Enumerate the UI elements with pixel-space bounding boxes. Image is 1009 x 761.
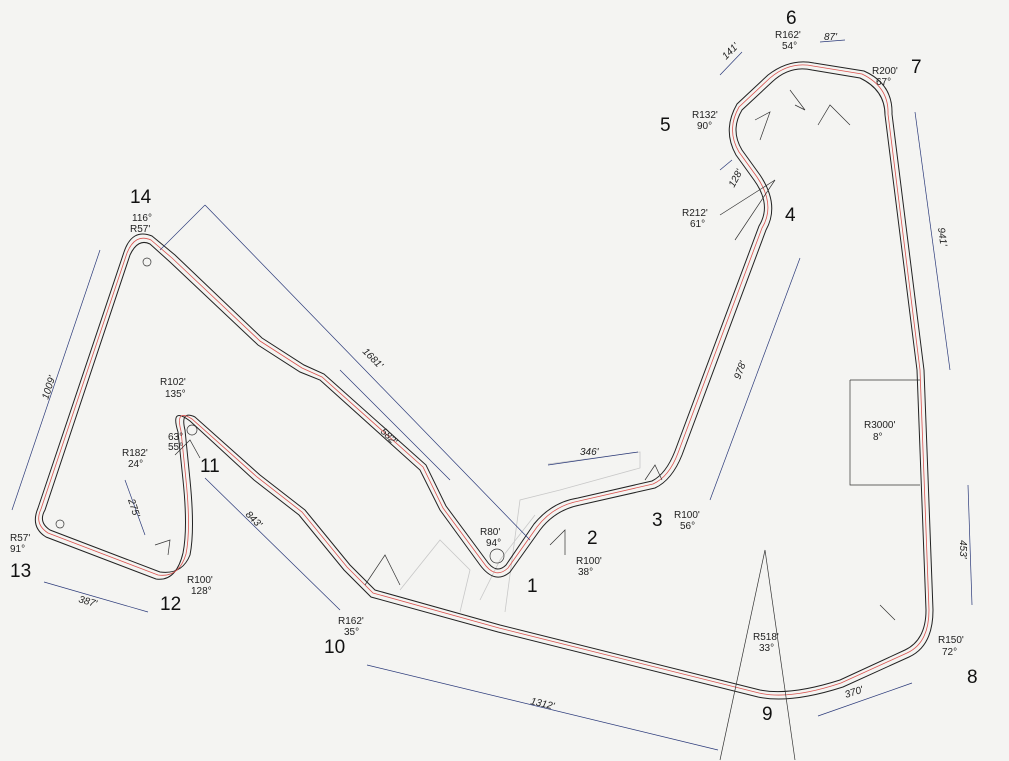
small-angle-2: 55° <box>168 442 183 453</box>
turn-13-radius: R57' <box>10 533 30 544</box>
turn-2-number: 2 <box>587 528 598 549</box>
turn-7-number: 7 <box>911 57 922 78</box>
turn-11b-angle: 135° <box>165 389 186 400</box>
turn-8-number: 8 <box>967 667 978 688</box>
dimension-lines <box>11 39 973 751</box>
turn-8-radius: R150' <box>938 635 964 646</box>
turn-12-angle: 128° <box>191 586 212 597</box>
dim-453: 453' <box>957 540 968 560</box>
turn-8-angle: 72° <box>942 647 957 658</box>
turn-4-number: 4 <box>785 205 796 226</box>
turn-2-angle: 38° <box>578 567 593 578</box>
dim-582: 582' <box>378 426 400 448</box>
turn-9-number: 9 <box>762 704 773 725</box>
turn-14-radius: R57' <box>130 224 150 235</box>
turn-4-angle: 61° <box>690 219 705 230</box>
turn-9-angle: 33° <box>759 643 774 654</box>
turn-5-number: 5 <box>660 115 671 136</box>
dim-1009: 1009' <box>40 374 58 401</box>
turn-6-radius: R162' <box>775 30 801 41</box>
track-outline <box>34 61 934 700</box>
turn-4-radius: R212' <box>682 208 708 219</box>
turn-14-angle: 116° <box>132 213 152 224</box>
turn-7-angle: 67° <box>876 77 891 88</box>
turn-10-angle: 35° <box>344 627 359 638</box>
dim-1312: 1312' <box>529 696 556 712</box>
turn-6-angle: 54° <box>782 41 797 52</box>
pit-lane-lines <box>399 451 641 613</box>
turn-14-number: 14 <box>130 187 152 208</box>
turn-11-angle: 24° <box>128 459 143 470</box>
dim-370: 370' <box>844 684 866 701</box>
turn-9-radius: R518' <box>753 632 779 643</box>
turn-13-number: 13 <box>10 561 31 582</box>
turn-6-number: 6 <box>786 8 797 29</box>
dim-141: 141' <box>720 40 742 62</box>
turn-1-radius: R80' <box>480 527 500 538</box>
turn-2-radius: R100' <box>576 556 602 567</box>
turn-13-angle: 91° <box>10 544 25 555</box>
dim-275: 275' <box>125 497 142 520</box>
small-angle-1: 63° <box>168 432 183 443</box>
turn-7-radius: R200' <box>872 66 898 77</box>
turn-12-radius: R100' <box>187 575 213 586</box>
apex-marks <box>55 89 920 761</box>
turn-11-radius: R182' <box>122 448 148 459</box>
turn-10-number: 10 <box>324 637 345 658</box>
dim-87: 87' <box>824 32 838 43</box>
dim-941: 941' <box>935 227 949 248</box>
turn-5-radius: R132' <box>692 110 718 121</box>
turn-1-number: 1 <box>527 576 538 597</box>
straight-angle: 8° <box>873 432 883 443</box>
dim-843: 843' <box>243 509 265 531</box>
turn-11-number: 11 <box>200 456 220 477</box>
turn-5-angle: 90° <box>697 121 712 132</box>
turn-1-angle: 94° <box>486 538 501 549</box>
dim-387: 387' <box>77 594 99 610</box>
dim-128: 128' <box>727 167 746 190</box>
dim-978: 978' <box>732 359 749 381</box>
turn-3-number: 3 <box>652 510 663 531</box>
turn-specs: R80' 94° R100' 38° R100' 56° R212' 61° R… <box>10 30 964 658</box>
turn-3-radius: R100' <box>674 510 700 521</box>
turn-numbers: 1 2 3 4 5 6 7 8 9 10 11 12 13 14 <box>10 8 978 725</box>
turn-12-number: 12 <box>160 594 181 615</box>
turn-3-angle: 56° <box>680 521 695 532</box>
turn-10-radius: R162' <box>338 616 364 627</box>
turn-11b-radius: R102' <box>160 377 186 388</box>
straight-radius: R3000' <box>864 420 895 431</box>
dim-346: 346' <box>580 447 600 458</box>
